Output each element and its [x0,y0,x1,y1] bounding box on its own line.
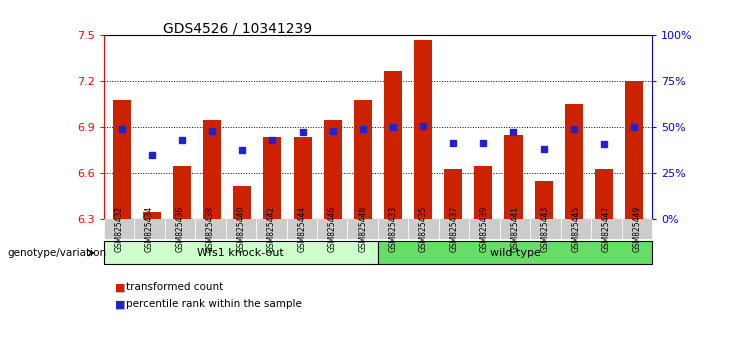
Bar [293,137,312,219]
Bar [203,120,222,219]
Text: GSM825433: GSM825433 [388,206,398,252]
Bar [143,212,161,219]
Bar [414,40,432,219]
Text: GDS4526 / 10341239: GDS4526 / 10341239 [163,21,312,35]
Text: GSM825441: GSM825441 [511,206,519,252]
Text: GSM825443: GSM825443 [541,206,550,252]
Text: GSM825446: GSM825446 [328,206,336,252]
Bar [474,166,493,219]
Text: GSM825438: GSM825438 [206,206,215,252]
Text: transformed count: transformed count [126,282,223,292]
Bar [565,104,582,219]
Text: GSM825437: GSM825437 [450,206,459,252]
Text: GSM825445: GSM825445 [571,206,580,252]
Bar [263,137,282,219]
Text: wild type: wild type [490,248,540,258]
Bar [595,169,613,219]
Text: ■: ■ [115,282,125,292]
Text: GSM825434: GSM825434 [145,206,154,252]
Text: GSM825448: GSM825448 [358,206,368,252]
Text: GSM825432: GSM825432 [114,206,124,252]
Bar [353,100,372,219]
Text: GSM825442: GSM825442 [267,206,276,252]
Text: genotype/variation: genotype/variation [7,248,107,258]
Text: ■: ■ [115,299,125,309]
Bar [113,100,131,219]
Bar [505,135,522,219]
Text: GSM825440: GSM825440 [236,206,245,252]
Bar [444,169,462,219]
Text: Wfs1 knock-out: Wfs1 knock-out [197,248,285,258]
Text: GSM825447: GSM825447 [602,206,611,252]
Bar [625,81,643,219]
Text: GSM825436: GSM825436 [176,206,185,252]
Bar [384,71,402,219]
Bar [534,181,553,219]
Bar [173,166,191,219]
Text: GSM825444: GSM825444 [297,206,306,252]
Text: percentile rank within the sample: percentile rank within the sample [126,299,302,309]
Bar [324,120,342,219]
Text: GSM825435: GSM825435 [419,206,428,252]
Bar [233,186,251,219]
Text: GSM825449: GSM825449 [632,206,642,252]
Text: GSM825439: GSM825439 [480,206,489,252]
